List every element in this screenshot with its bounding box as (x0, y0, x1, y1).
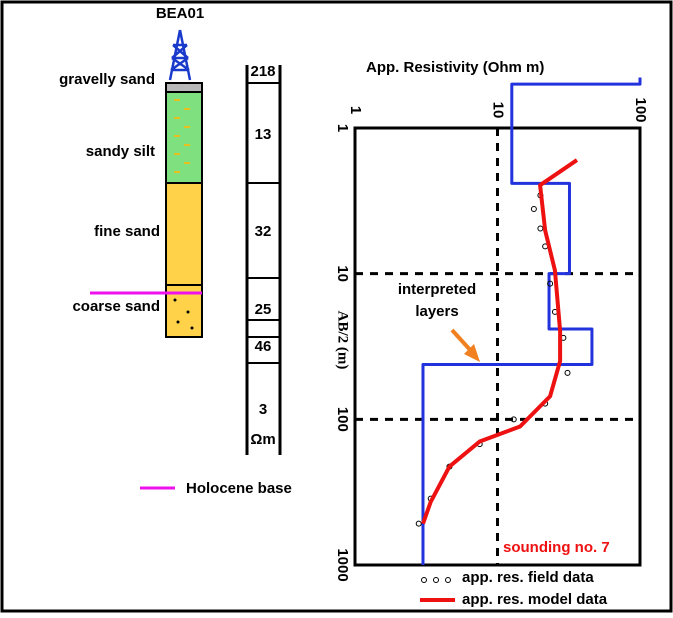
unit-label: Ωm (250, 431, 275, 448)
holocene-legend: Holocene base (186, 480, 292, 497)
layer-label: gravelly sand (59, 71, 155, 88)
coarse-grain (186, 310, 190, 314)
annotation-arrow (450, 328, 474, 354)
y-tick-label: 1 (334, 124, 351, 132)
y-axis-label: AB/2 (m) (335, 311, 351, 370)
legend-swatch (445, 577, 451, 583)
lithology-layer (165, 182, 203, 286)
annotation: layers (415, 303, 458, 320)
layer-resistivity: 3 (259, 401, 267, 418)
layer-label: fine sand (94, 223, 160, 240)
layer-resistivity: 13 (255, 126, 272, 143)
chart-title: App. Resistivity (Ohm m) (366, 59, 544, 76)
field-data-point (530, 206, 537, 213)
x-tick-label: 10 (490, 102, 507, 119)
field-data-point (537, 225, 544, 232)
legend-swatch (421, 577, 427, 583)
field-data-point (564, 369, 571, 376)
legend-label: app. res. model data (462, 591, 608, 608)
layer-resistivity: 25 (255, 301, 272, 318)
coarse-grain (173, 298, 177, 302)
coarse-grain (176, 320, 180, 324)
legend-label: app. res. field data (462, 569, 594, 586)
layer-label: sandy silt (86, 143, 155, 160)
model-curve (421, 158, 579, 525)
annotation: interpreted (398, 281, 476, 298)
y-tick-label: 100 (334, 407, 351, 432)
legend-swatch (433, 577, 439, 583)
layer-label: coarse sand (72, 298, 160, 315)
layer-resistivity: 32 (255, 223, 272, 240)
interpreted-layers-line (421, 77, 642, 565)
lithology-layer (165, 82, 203, 93)
coarse-grain (190, 326, 194, 330)
well-name: BEA01 (156, 5, 204, 22)
field-data-point (415, 520, 422, 527)
annotation: sounding no. 7 (503, 539, 610, 556)
layer-resistivity: 46 (255, 338, 272, 355)
lithology-layer (165, 91, 203, 184)
x-tick-label: 100 (632, 97, 649, 122)
derrick-icon (168, 29, 192, 81)
annotation-arrowhead (464, 344, 480, 362)
layer-resistivity: 218 (250, 63, 275, 80)
y-tick-label: 10 (334, 265, 351, 282)
y-tick-label: 1000 (334, 548, 351, 581)
field-data-point (547, 280, 554, 287)
field-data-point (510, 416, 517, 423)
x-tick-label: 1 (347, 106, 364, 114)
